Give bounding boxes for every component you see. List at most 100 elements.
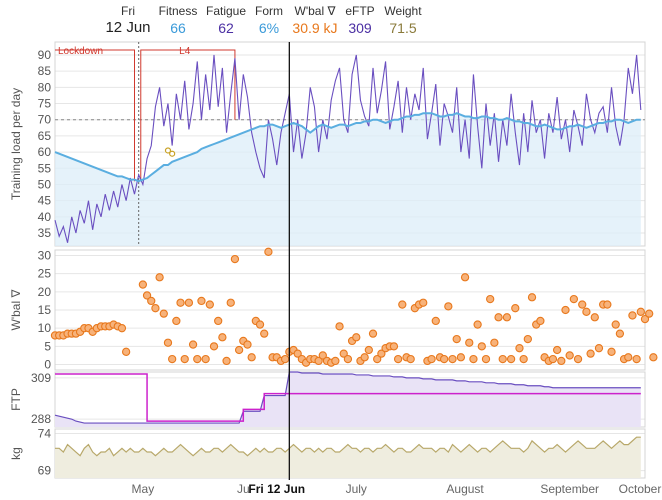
wbal-point	[557, 356, 566, 366]
wbal-point	[624, 353, 633, 362]
y-tick-label: 5	[44, 339, 51, 353]
wbal-point	[343, 354, 353, 364]
wbal-point	[226, 298, 235, 307]
weight-line	[55, 436, 641, 457]
wbal-point	[138, 280, 148, 289]
wbal-point	[318, 351, 327, 360]
wbal-point	[552, 345, 562, 355]
stats-header: Fri 12 Jun Fitness 66 Fatigue 62 Form 6%…	[0, 0, 662, 44]
stat-fitness-value: 66	[170, 20, 186, 36]
wbal-point	[511, 304, 520, 313]
wbal-point	[615, 329, 625, 338]
wbal-point	[527, 293, 537, 302]
wbal-point	[548, 354, 558, 364]
x-tick-label: Fri 12 Jun	[248, 482, 305, 496]
wbal-point	[201, 354, 210, 364]
wbal-point	[452, 334, 461, 344]
y-tick-label: 60	[38, 145, 52, 159]
stat-weight-value: 71.5	[389, 20, 417, 36]
wbal-point	[255, 320, 265, 329]
stat-wbal-value: 30.9 kJ	[292, 20, 338, 36]
eftp-area	[55, 372, 641, 427]
wbal-point	[431, 316, 440, 326]
wbal-point	[218, 333, 227, 342]
form-marker	[164, 147, 172, 154]
wbal-point	[465, 338, 474, 347]
wbal-point	[264, 247, 273, 256]
wbal-point	[142, 291, 152, 300]
annotation-lockdown: Lockdown	[58, 46, 103, 57]
wbal-point	[561, 305, 570, 315]
ftp-set-line	[55, 373, 641, 422]
x-tick-label: Ju	[237, 482, 250, 496]
wbal-point	[331, 356, 340, 366]
wbal-point	[481, 354, 491, 364]
annotation-l4: L4	[179, 46, 191, 57]
training-load-panel: 35 40 45 50 55 60 65 70 75 80 85 90 Training load pe…	[9, 41, 646, 247]
stat-wbal: W'bal ∇ 30.9 kJ	[288, 4, 342, 37]
wbal-point	[469, 354, 478, 364]
date-value: 12 Jun	[105, 19, 151, 36]
wbal-point	[611, 320, 620, 329]
wbal-point	[117, 324, 127, 333]
wbal-point	[444, 302, 453, 311]
stat-wbal-label: W'bal ∇	[294, 4, 336, 18]
wbal-point	[594, 344, 604, 353]
y-tick-label: 20	[38, 285, 52, 299]
wbal-point	[188, 340, 198, 349]
wbal-point	[523, 334, 532, 344]
wbal-point	[368, 329, 378, 338]
eftp-line	[54, 371, 641, 424]
wbal-point	[565, 351, 574, 360]
weight-area	[55, 437, 641, 478]
wbal-point	[389, 342, 399, 351]
y-tick-label: 65	[38, 129, 52, 143]
form-marker	[169, 150, 176, 157]
wbal-point	[247, 353, 256, 362]
date-day: Fri	[121, 4, 135, 18]
wbal-point	[280, 354, 290, 364]
date-readout: Fri 12 Jun	[103, 4, 153, 37]
wbal-point	[536, 316, 545, 326]
ftp-panel: 288 309 FTP	[9, 371, 646, 428]
stat-weight: Weight 71.5	[380, 4, 426, 37]
wbal-point	[645, 309, 654, 318]
y-tick-label: 309	[31, 371, 51, 385]
fitness-area	[55, 113, 641, 246]
wbal-point	[578, 300, 587, 309]
fitness-line	[54, 112, 641, 183]
wbal-point	[456, 353, 466, 362]
wbal-panel: 0 5 10 15 20 25 30 W'bal ∇	[9, 247, 658, 372]
wbal-point	[506, 354, 516, 364]
wbal-point	[168, 354, 177, 364]
y-tick-label: 35	[38, 226, 52, 240]
stat-form: Form 6%	[251, 4, 287, 37]
stat-fitness-label: Fitness	[158, 4, 198, 18]
wbal-point	[159, 309, 168, 318]
wbal-point	[193, 354, 202, 364]
x-tick-label: May	[132, 482, 155, 496]
y-axis-label: Training load per day	[9, 88, 23, 200]
y-tick-label: 75	[38, 97, 52, 111]
lockdown-bracket	[55, 49, 136, 182]
wbal-point	[406, 354, 415, 364]
wbal-point	[222, 356, 231, 366]
wbal-point	[439, 354, 449, 364]
y-tick-label: 55	[38, 161, 52, 175]
wbal-point	[398, 300, 407, 309]
wbal-point	[335, 322, 344, 331]
wbal-point	[477, 342, 486, 351]
wbal-point	[147, 296, 156, 306]
wbal-point	[590, 313, 599, 322]
stat-fatigue: Fatigue 62	[203, 4, 249, 37]
wbal-point	[121, 347, 131, 356]
y-tick-label: 74	[38, 426, 52, 440]
wbal-point	[155, 273, 164, 282]
wbal-point	[163, 338, 173, 347]
y-tick-label: 0	[44, 358, 51, 372]
wbal-point	[176, 298, 185, 307]
wbal-point	[582, 307, 591, 316]
wbal-point	[448, 354, 457, 364]
stat-eftp-label: eFTP	[345, 4, 375, 18]
